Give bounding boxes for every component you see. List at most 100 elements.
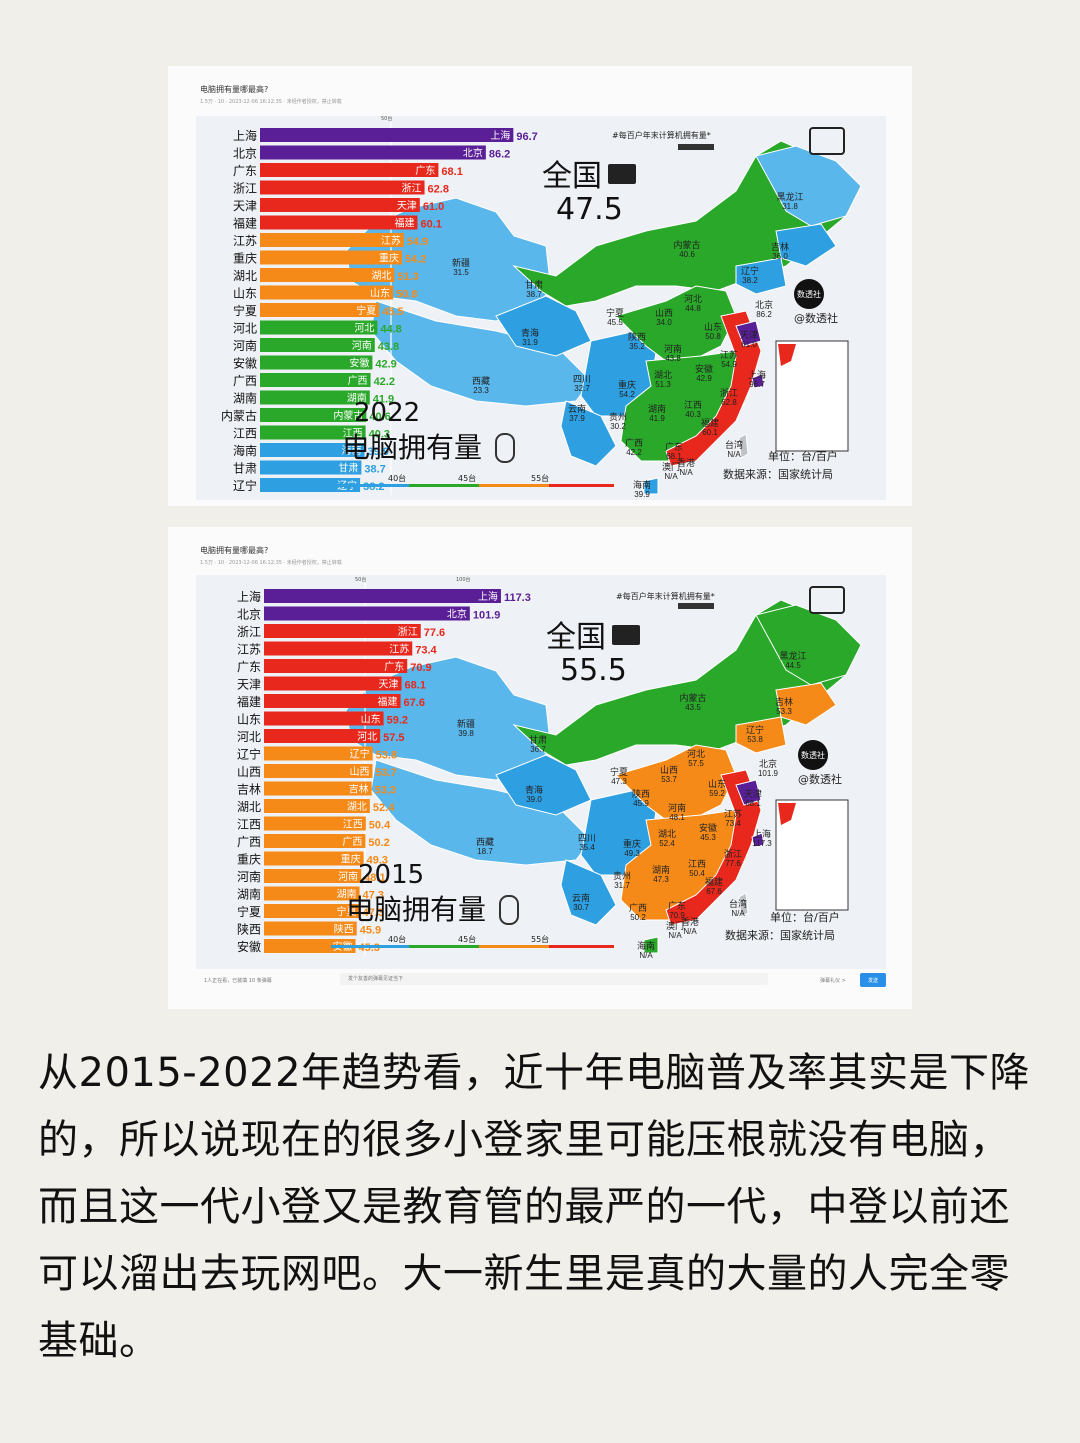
scale-label-100: 100台 (456, 576, 471, 583)
map-label-name: 河北 (684, 293, 702, 304)
map-label-value: 23.3 (473, 386, 489, 395)
bar-category-label: 安徽 (233, 356, 257, 371)
danmaku-etiquette-link[interactable]: 弹幕礼仪 > (820, 978, 846, 984)
bar-value-label: 43.8 (378, 341, 399, 353)
video-meta: 1.5万 · 10 · 2023-12-06 16:12:35 · 未经作者授权… (200, 99, 342, 105)
map-label-value: 34.0 (656, 318, 672, 327)
bar-inner-label: 河南 (352, 339, 372, 352)
unit-label: 单位：台/百户 (768, 449, 838, 463)
danmaku-input[interactable]: 发个友善的弹幕见证当下 (340, 973, 768, 985)
map-title: 电脑拥有量 (346, 893, 486, 926)
region-shanghai-shape (751, 832, 765, 848)
bar (260, 478, 361, 492)
map-label-name: 河南 (668, 802, 686, 813)
map-label-name: 黑龙江 (779, 650, 806, 661)
send-button[interactable]: 发送 (860, 973, 886, 987)
map-label-name: 山西 (655, 308, 673, 318)
bar (260, 390, 370, 405)
legend-swatch-orange (479, 945, 549, 948)
bar-category-label: 河北 (237, 730, 261, 744)
region-xizang-shape (370, 759, 592, 866)
scale-label: 50台 (355, 576, 366, 583)
brand-logo-text: 数透社 (797, 289, 821, 299)
bar-value-label: 57.5 (383, 732, 404, 744)
region-coastal-shape (665, 310, 762, 467)
map-label-name: 辽宁 (746, 724, 764, 735)
map-label-name: 台湾 (729, 898, 747, 909)
bar (260, 128, 514, 142)
bar-value-label: 48.1 (364, 872, 385, 884)
bar-inner-label: 内蒙古 (333, 409, 363, 422)
bar-category-label: 北京 (237, 608, 261, 622)
map-label-name: 河南 (664, 343, 682, 354)
map-label-name: 浙江 (724, 848, 742, 859)
map-label-name: 香港 (677, 457, 695, 468)
bar-value-label: 67.6 (404, 697, 425, 709)
bar (260, 303, 380, 317)
map-title: 电脑拥有量 (342, 431, 482, 464)
map-label-name: 河北 (687, 748, 705, 759)
bar-category-label: 江西 (237, 818, 261, 832)
bar (260, 198, 420, 212)
bar-value-label: 53.3 (375, 785, 396, 797)
bar (260, 215, 418, 230)
bar-category-label: 江苏 (237, 643, 261, 657)
bar-inner-label: 海南 (342, 444, 362, 457)
bar-inner-label: 北京 (463, 147, 483, 160)
map-label-name: 安徽 (695, 363, 713, 374)
inset-coast-shape (778, 344, 796, 366)
bar (264, 746, 373, 761)
bar (264, 676, 402, 691)
bar (260, 338, 375, 352)
bar-value-label: 61.0 (423, 201, 444, 213)
brand-logo (794, 279, 824, 309)
brand-logo (798, 740, 828, 770)
map-label-name: 广东 (665, 441, 683, 452)
bar-inner-label: 江苏 (381, 234, 401, 247)
map-label-name: 四川 (578, 833, 596, 843)
bar (264, 589, 501, 603)
map-label-name: 北京 (755, 299, 773, 310)
map-label-value: 52.4 (659, 839, 675, 848)
bar-category-label: 山西 (237, 765, 261, 779)
note-text: #每百户年末计算机拥有量* (612, 130, 711, 140)
bar-category-label: 北京 (233, 147, 257, 161)
legend-swatch-green (409, 484, 479, 487)
map-label-name: 湖北 (658, 829, 676, 839)
bar-value-label: 39.9 (368, 446, 389, 458)
map-label-value: 43.8 (665, 354, 681, 363)
bar-category-label: 辽宁 (233, 478, 257, 493)
bar-inner-label: 湖南 (337, 888, 357, 901)
region-beijing-shape (735, 779, 762, 806)
map-label-name: 广西 (629, 902, 647, 913)
region-jilin-shape (775, 223, 837, 267)
chart-area-2015: 新疆 39.8 西藏 18.7 青海 39.0 甘肃 36.7 内蒙古 43.5 黑龙江 44.5 吉林… (196, 575, 886, 969)
danmaku-status: 1人正在看，已装填 10 条弹幕 (204, 978, 272, 984)
bar-category-label: 江西 (233, 427, 257, 441)
map-label-name: 重庆 (623, 838, 641, 849)
bar (264, 729, 381, 743)
map-label-value: 47.3 (611, 777, 627, 786)
legend-swatch-red (549, 484, 614, 487)
bar-value-label: 47.3 (363, 890, 384, 902)
bar-category-label: 甘肃 (233, 462, 257, 476)
bar (260, 320, 378, 335)
bar-category-label: 江苏 (233, 234, 257, 248)
bar-inner-label: 上海 (478, 590, 498, 603)
bar-category-label: 重庆 (233, 252, 257, 266)
bar-inner-label: 浙江 (402, 183, 422, 195)
map-label-value: 40.3 (685, 410, 701, 419)
bar-category-label: 福建 (233, 216, 257, 231)
bar-value-label: 60.1 (420, 219, 441, 231)
bar-inner-label: 山西 (349, 766, 369, 778)
map-label-value: 68.1 (745, 799, 761, 808)
bar-category-label: 河南 (233, 338, 257, 353)
bar (260, 373, 371, 387)
bar (260, 355, 373, 370)
bar (264, 764, 373, 778)
bar-category-label: 海南 (233, 443, 257, 458)
map-label-name: 天津 (740, 330, 758, 340)
bar-value-label: 73.4 (415, 645, 437, 657)
map-label-value: 67.6 (706, 887, 722, 896)
map-label-name: 吉林 (771, 241, 789, 252)
